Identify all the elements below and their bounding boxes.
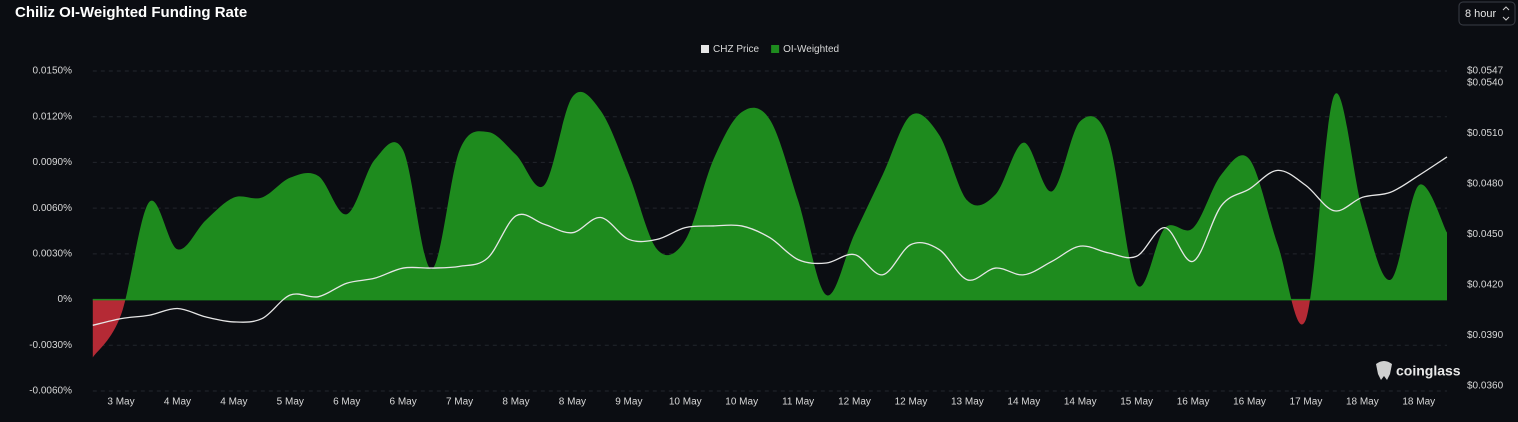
legend-swatch <box>771 45 780 53</box>
price-line <box>92 156 1448 326</box>
x-tick-label: 12 May <box>895 397 928 408</box>
y-tick-label: -0.0060% <box>29 386 72 397</box>
x-tick-label: 13 May <box>951 397 984 408</box>
legend-label: OI-Weighted <box>783 44 839 55</box>
y2-tick-label: $0.0547 <box>1467 66 1504 77</box>
y2-tick-label: $0.0360 <box>1467 381 1504 392</box>
y-tick-label: 0.0090% <box>33 157 73 168</box>
x-tick-label: 16 May <box>1233 397 1266 408</box>
x-tick-label: 5 May <box>277 397 304 408</box>
y-tick-label: 0.0060% <box>33 203 73 214</box>
x-tick-label: 17 May <box>1290 397 1323 408</box>
x-tick-label: 8 May <box>559 397 586 408</box>
legend: CHZ Price OI-Weighted <box>701 44 839 55</box>
y2-tick-label: $0.0480 <box>1467 178 1504 189</box>
x-tick-label: 4 May <box>164 397 191 408</box>
y2-tick-label: $0.0510 <box>1467 128 1504 139</box>
legend-swatch <box>701 45 709 53</box>
x-tick-label: 16 May <box>1177 397 1210 408</box>
x-tick-label: 6 May <box>333 397 360 408</box>
y2-tick-label: $0.0420 <box>1467 280 1504 291</box>
x-tick-label: 8 May <box>502 397 529 408</box>
x-tick-label: 3 May <box>107 397 134 408</box>
selector-label[interactable]: 8 hour <box>1465 8 1497 20</box>
x-tick-label: 15 May <box>1120 397 1153 408</box>
chart-title: Chiliz OI-Weighted Funding Rate <box>15 4 247 21</box>
y-tick-label: 0.0120% <box>33 111 73 122</box>
x-tick-label: 11 May <box>782 397 814 408</box>
watermark-text: coinglass <box>1396 363 1461 379</box>
legend-label: CHZ Price <box>713 44 760 55</box>
x-tick-label: 6 May <box>390 397 417 408</box>
interval-selector[interactable]: 8 hour <box>1458 1 1516 26</box>
y2-tick-label: $0.0450 <box>1467 229 1504 240</box>
y2-tick-label: $0.0390 <box>1467 330 1504 341</box>
x-tick-label: 10 May <box>669 397 702 408</box>
x-tick-label: 14 May <box>1007 397 1040 408</box>
x-tick-label: 10 May <box>725 397 758 408</box>
watermark: coinglass <box>1376 361 1461 380</box>
selector-box[interactable] <box>1458 1 1516 26</box>
y-tick-label: 0.0150% <box>33 66 73 77</box>
x-tick-label: 14 May <box>1064 397 1097 408</box>
x-tick-label: 18 May <box>1346 397 1379 408</box>
watermark-icon <box>1376 361 1392 380</box>
selector-arrows <box>1502 6 1510 21</box>
x-tick-label: 4 May <box>220 397 247 408</box>
x-tick-label: 9 May <box>615 397 642 408</box>
funding-area <box>92 91 1447 358</box>
y2-tick-label: $0.0540 <box>1467 77 1504 88</box>
y-tick-label: -0.0030% <box>29 340 72 351</box>
y-tick-label: 0.0030% <box>33 248 73 259</box>
x-tick-label: 12 May <box>838 397 871 408</box>
x-tick-label: 18 May <box>1402 397 1435 408</box>
x-tick-label: 7 May <box>446 397 473 408</box>
y-tick-label: 0% <box>58 294 73 305</box>
